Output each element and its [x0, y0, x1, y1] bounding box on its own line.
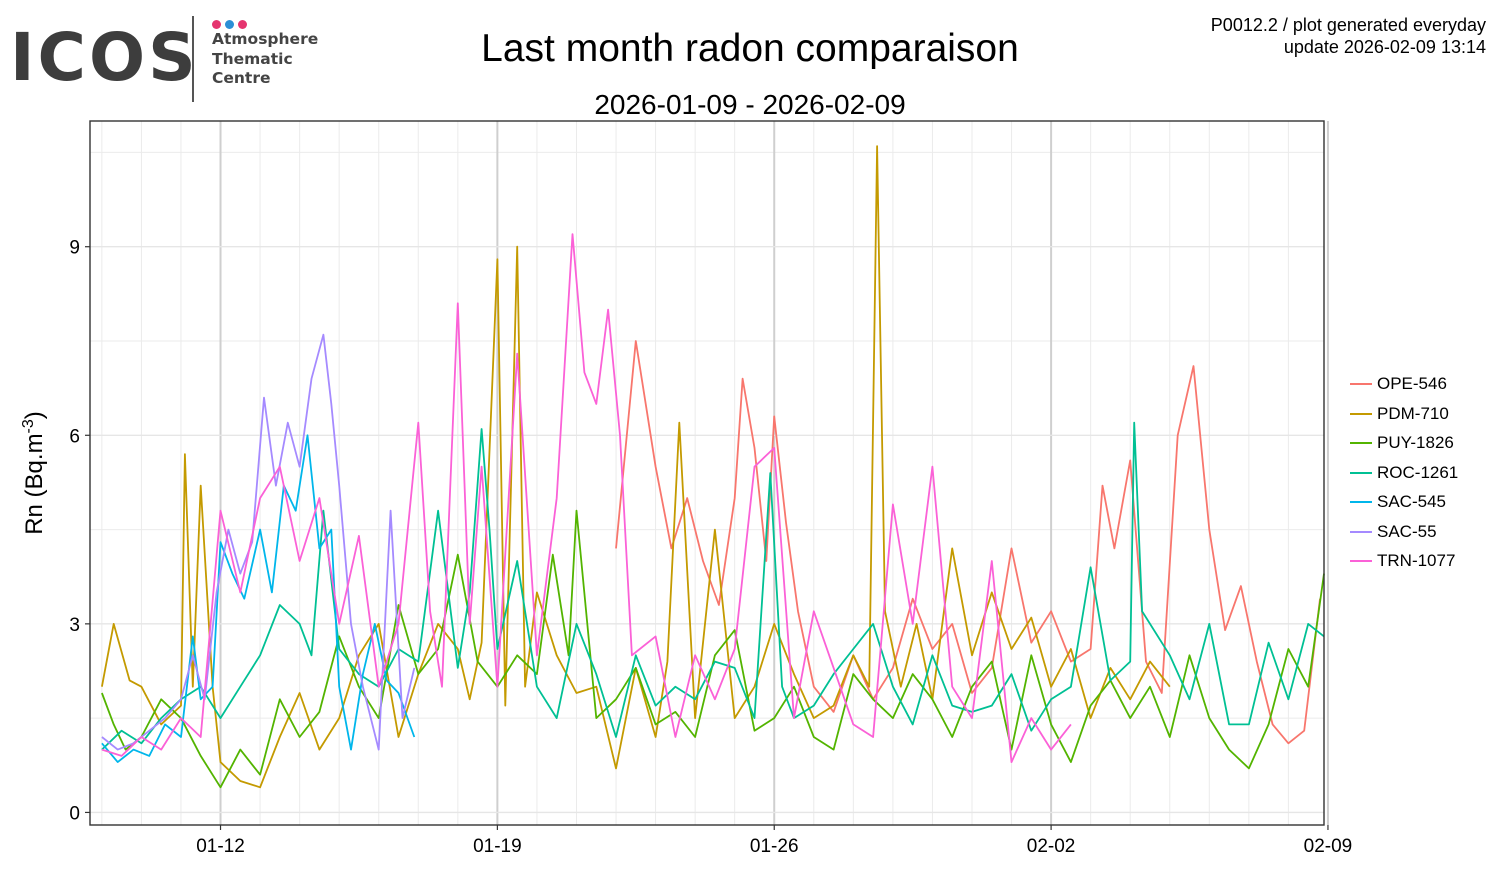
- legend-swatch: [1350, 412, 1372, 415]
- legend-swatch: [1350, 383, 1372, 385]
- series-line-sac-55: [101, 333, 416, 751]
- update-line: update 2026-02-09 13:14: [1283, 37, 1486, 57]
- y-tick-label: 6: [69, 426, 80, 447]
- y-axis-label-superscript: -3: [20, 419, 37, 433]
- header-meta: P0012.2 / plot generated everyday update…: [1211, 14, 1486, 58]
- y-axis-label: Rn (Bq.m-3): [20, 411, 48, 535]
- legend-label: SAC-55: [1377, 521, 1437, 541]
- logo-line-2: Thematic: [212, 49, 293, 68]
- series-line-puy-1826: [101, 509, 1325, 789]
- logo-wordmark: ICOS: [10, 19, 199, 96]
- legend-label: OPE-546: [1377, 374, 1447, 393]
- axis-layer: 01-12 01-19 01-26 02-02 02-09 0 3 6 9: [69, 238, 1352, 857]
- x-tick-label: 02-09: [1304, 836, 1353, 857]
- logo-dot-1: [212, 20, 221, 29]
- x-tick-label: 01-26: [750, 836, 799, 857]
- logo-dot-3: [238, 20, 247, 29]
- grid-layer: [90, 121, 1329, 825]
- logo-line-1: Atmosphere: [212, 30, 319, 48]
- logo-line-3: Centre: [212, 69, 271, 87]
- chart-title: Last month radon comparaison: [481, 27, 1019, 70]
- series-layer: [101, 145, 1325, 789]
- y-axis-label-main: Rn (Bq.m: [21, 433, 48, 534]
- series-line-trn-1077: [101, 233, 1072, 763]
- legend-swatch: [1350, 442, 1372, 444]
- series-line-roc-1261: [101, 421, 1325, 751]
- series-line-pdm-710: [101, 145, 1171, 789]
- logo-dot-2: [225, 20, 234, 29]
- plot-panel-border: [89, 120, 1325, 826]
- product-line: P0012.2 / plot generated everyday: [1210, 15, 1486, 35]
- logo-dots: [212, 16, 251, 29]
- y-axis-label-end: ): [21, 411, 48, 419]
- logo-subtitle: Atmosphere Thematic Centre: [212, 30, 318, 89]
- logo-divider: [192, 16, 194, 102]
- chart-subtitle: 2026-01-09 - 2026-02-09: [594, 89, 906, 120]
- legend-swatch: [1350, 530, 1372, 533]
- x-tick-label: 02-02: [1027, 836, 1076, 857]
- legend-swatch: [1350, 560, 1372, 562]
- legend-label: ROC-1261: [1377, 462, 1459, 482]
- legend-label: TRN-1077: [1377, 551, 1456, 570]
- y-tick-label: 0: [69, 803, 80, 824]
- legend-swatch: [1350, 471, 1372, 474]
- series-line-sac-545: [101, 434, 416, 763]
- icos-logo: ICOS Atmosphere Thematic Centre: [10, 14, 340, 106]
- x-tick-label: 01-12: [196, 836, 245, 857]
- legend-label: SAC-545: [1377, 492, 1446, 511]
- plot-background: [90, 121, 1324, 825]
- series-line-ope-546: [615, 340, 1321, 745]
- legend-label: PDM-710: [1377, 403, 1449, 423]
- x-tick-label: 01-19: [473, 836, 522, 857]
- legend-label: PUY-1826: [1377, 433, 1454, 452]
- y-tick-label: 9: [69, 238, 80, 259]
- legend-swatch: [1350, 501, 1372, 503]
- y-tick-label: 3: [69, 615, 80, 636]
